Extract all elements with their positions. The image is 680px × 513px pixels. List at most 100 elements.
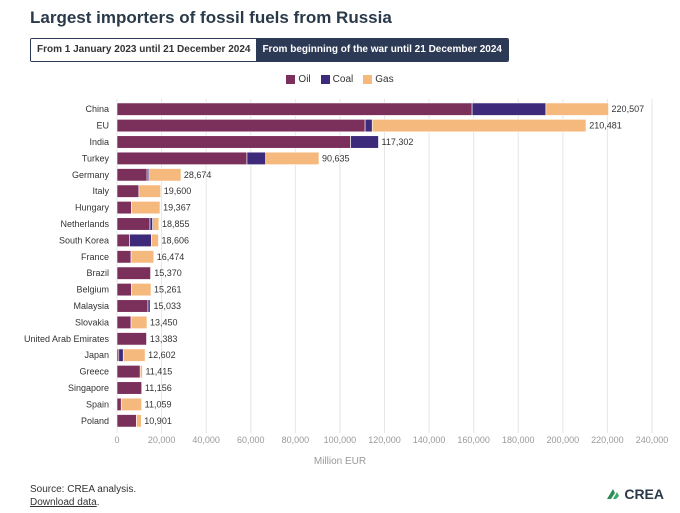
x-tick-label: 180,000 [502,435,535,445]
download-data-link[interactable]: Download data [30,497,97,508]
bar-segment-oil [116,250,132,264]
bar-segment-gas [122,348,146,362]
total-label: 11,415 [145,367,172,377]
x-tick-label: 220,000 [591,435,624,445]
x-tick-label: 60,000 [237,435,265,445]
category-label: Singapore [68,383,109,393]
category-label: China [85,104,109,114]
bar-segment-gas [149,299,152,313]
x-tick-label: 80,000 [282,435,310,445]
chart-legend: Oil Coal Gas [0,74,680,85]
chart-title: Largest importers of fossil fuels from R… [30,8,392,27]
source-note: Source: CREA analysis. Download data. [30,483,136,509]
total-label: 18,606 [161,235,189,245]
source-text: Source: CREA analysis. [30,484,137,495]
bar-segment-oil [116,168,148,182]
legend-label-gas: Gas [375,74,394,85]
crea-logo-icon [607,489,620,499]
legend-swatch-coal [320,75,330,84]
bar-segment-gas [130,250,155,264]
bar-chart: 0 20,000 40,000 60,000 80,000 100,000 120,000 1… [24,99,669,445]
bar-segment-oil [116,119,366,133]
x-tick-label: 240,000 [636,435,669,445]
x-tick-label: 160,000 [457,435,490,445]
bar-segment-gas [131,201,161,215]
bar-segment-oil [116,365,141,379]
toggle-since-war[interactable]: From beginning of the war until 21 Decem… [256,39,508,61]
category-label: South Korea [59,235,109,245]
bar-segment-gas [146,332,148,346]
total-label: 12,602 [148,350,176,360]
category-label: Slovakia [75,317,109,327]
legend-label-oil: Oil [298,74,311,85]
category-label: Italy [92,186,109,196]
total-label: 210,481 [589,121,622,131]
bar-segment-oil [116,332,147,346]
bar-segment-coal [246,151,266,165]
total-label: 18,855 [162,219,190,229]
bar-segment-gas [136,414,142,428]
legend-swatch-oil [286,75,296,84]
total-label: 220,507 [612,104,645,114]
legend-swatch-gas [363,75,373,84]
bar-segment-coal [364,119,373,133]
bar-segment-gas [120,397,142,411]
bar-segment-gas [141,381,143,395]
total-label: 16,474 [157,252,185,262]
bar-segment-oil [116,381,143,395]
bar-segment-coal [471,102,547,116]
total-label: 15,033 [154,301,182,311]
toggle-2023-2024[interactable]: From 1 January 2023 until 21 December 20… [31,39,257,61]
crea-logo-text: CREA [624,486,664,502]
category-label: Poland [81,416,109,426]
total-label: 13,383 [150,334,178,344]
crea-logo: CREA [605,486,664,502]
bar-segment-gas [150,266,152,280]
legend-item-oil[interactable]: Oil [286,74,311,85]
legend-item-coal[interactable]: Coal [320,74,353,85]
bar-segment-coal [129,233,152,247]
period-toggle: From 1 January 2023 until 21 December 20… [30,38,509,62]
category-label: India [89,137,109,147]
total-label: 11,156 [145,383,172,393]
bar-segment-oil [116,266,151,280]
download-line: Download data. [30,497,100,508]
bar-segment-oil [116,217,151,231]
x-tick-label: 140,000 [413,435,446,445]
bar-segment-oil [116,414,137,428]
bar-segment-oil [116,135,351,149]
bar-segment-oil [116,151,248,165]
total-label: 13,450 [150,317,178,327]
bar-segment-gas [265,151,320,165]
category-label: Germany [72,170,110,180]
legend-item-gas[interactable]: Gas [363,74,394,85]
bar-segment-gas [139,365,143,379]
total-label: 19,600 [164,186,192,196]
bar-segment-oil [116,299,149,313]
x-axis-title: Million EUR [313,456,367,467]
bar-segment-gas [138,184,161,198]
category-label: Brazil [86,268,109,278]
category-label: Japan [84,350,109,360]
x-tick-label: 100,000 [324,435,357,445]
category-label: United Arab Emirates [24,334,110,344]
category-label: Turkey [82,153,110,163]
total-label: 117,302 [381,137,413,147]
bar-segment-gas [130,315,148,329]
bar-segment-oil [116,184,140,198]
bar-segment-gas [131,283,152,297]
category-label: Malaysia [73,301,109,311]
total-label: 28,674 [184,170,212,180]
bar-segment-oil [116,397,122,411]
x-tick-label: 0 [114,435,119,445]
bar-segment-coal [118,348,124,362]
bar-segment-coal [149,217,153,231]
bar-segment-oil [116,315,132,329]
total-label: 90,635 [322,153,350,163]
total-label: 19,367 [163,203,191,213]
category-label: EU [96,121,109,131]
total-label: 10,901 [144,416,172,426]
bar-segment-gas [152,217,160,231]
category-label: Spain [86,399,109,409]
bar-segment-oil [116,283,132,297]
